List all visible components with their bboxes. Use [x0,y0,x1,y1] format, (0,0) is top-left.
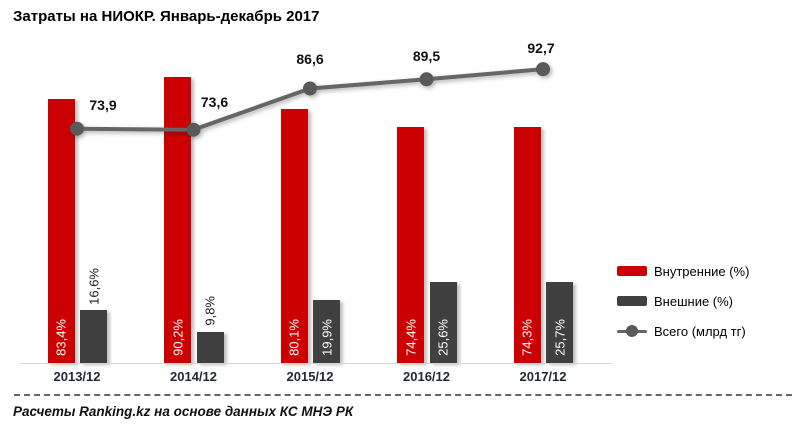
legend-swatch-internal [617,266,647,276]
bar-external-2013-12: 16,6% [80,268,107,363]
bar-internal-2015-12: 80,1% [280,109,308,363]
legend-line-dot [626,325,638,337]
bar-external-2015-12: 19,9% [313,299,340,363]
bar-external-2017-12: 25,7% [546,281,573,363]
footer-dashed-divider [14,394,792,396]
x-axis-label-2016-12: 2016/12 [403,369,450,384]
total-line-marker-icon [186,122,201,137]
legend-swatch-external [617,296,647,306]
legend-item-external: Внешние (%) [617,286,797,316]
total-line-series [70,62,550,137]
chart-title: Затраты на НИОКР. Январь-декабрь 2017 [13,8,320,25]
source-note: Расчеты Ranking.kz на основе данных КС М… [13,404,354,419]
legend-label-internal: Внутренние (%) [654,263,750,279]
total-point-label: 73,9 [89,96,117,113]
x-axis-label-2014-12: 2014/12 [170,369,217,384]
total-line-marker-icon [70,121,84,136]
x-axis-label-2015-12: 2015/12 [286,369,334,384]
bar-external-2016-12: 25,6% [429,281,457,363]
total-line-marker-icon [536,62,550,77]
total-point-label: 86,6 [296,51,324,68]
legend: Внутренние (%) Внешние (%) Всего (млрд т… [617,256,797,346]
legend-item-internal: Внутренние (%) [617,256,797,286]
bar-internal-2014-12: 90,2% [164,77,191,363]
x-axis-line [20,363,612,364]
total-line [76,67,544,132]
bar-internal-2013-12: 83,4% [47,98,75,363]
legend-label-external: Внешние (%) [654,293,734,309]
total-point-label: 89,5 [412,48,441,65]
x-axis-label-2017-12: 2017/12 [519,369,567,384]
bar-external-2014-12: 9,8% [196,296,224,363]
legend-line-marker-icon [617,325,647,337]
plot-area: 83,4% 16,6% 90,2% 9,8% 80,1% 19,9% 74,4% 25,6% 7… [23,40,611,363]
bar-internal-2016-12: 74,4% [397,127,424,363]
legend-item-total: Всего (млрд тг) [617,316,797,346]
total-point-label: 73,6 [200,93,229,110]
bar-internal-2017-12: 74,3% [513,127,541,363]
total-line-marker-icon [303,81,317,96]
total-point-label: 92,7 [527,40,555,57]
x-axis-label-2013-12: 2013/12 [53,369,101,384]
total-line-marker-icon [419,72,434,87]
legend-label-total: Всего (млрд тг) [654,323,746,339]
